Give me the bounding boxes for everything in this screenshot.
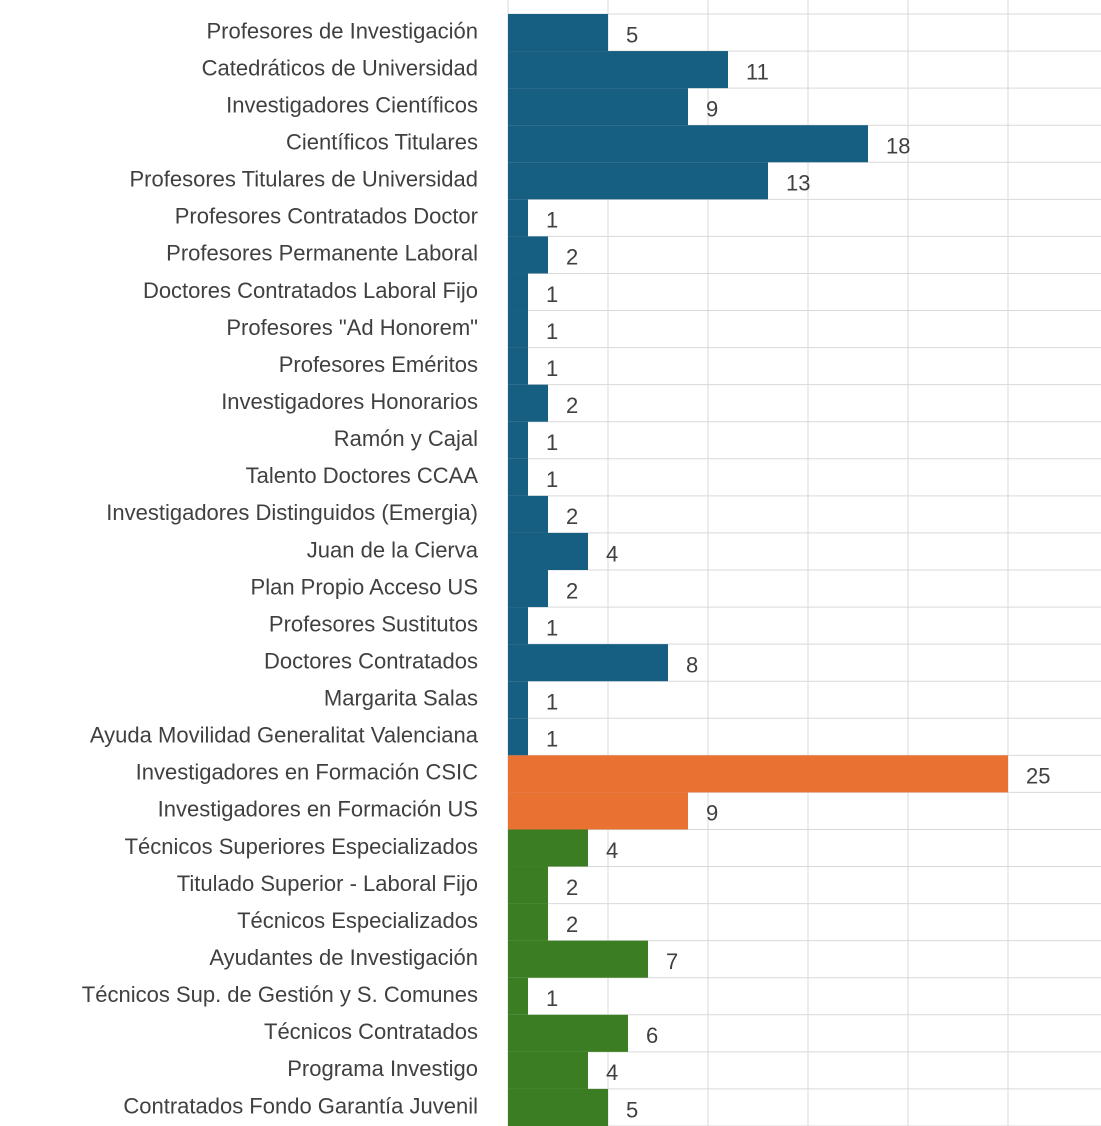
y-tick-label: Técnicos Sup. de Gestión y S. Comunes [82, 982, 478, 1007]
value-label: 1 [546, 356, 558, 381]
bar [508, 755, 1008, 793]
value-label: 1 [546, 430, 558, 455]
y-tick-label: Profesores Sustitutos [269, 611, 478, 636]
value-label: 1 [546, 615, 558, 640]
bar [508, 1088, 608, 1126]
value-label: 2 [566, 912, 578, 937]
value-label: 2 [566, 875, 578, 900]
bar [508, 1051, 588, 1089]
y-tick-label: Profesores Contratados Doctor [175, 204, 478, 229]
value-label: 18 [886, 134, 910, 159]
bar [508, 14, 608, 52]
bar [508, 718, 528, 756]
value-label: 5 [626, 22, 638, 47]
bar [508, 940, 648, 978]
value-label: 2 [566, 504, 578, 529]
y-tick-label: Ramón y Cajal [334, 426, 478, 451]
bar [508, 421, 528, 459]
bar [508, 273, 528, 311]
value-label: 8 [686, 652, 698, 677]
y-tick-label: Investigadores en Formación US [158, 797, 478, 822]
bar [508, 532, 588, 570]
bar [508, 570, 548, 608]
y-tick-label: Profesores Permanente Laboral [166, 241, 478, 266]
value-label: 1 [546, 986, 558, 1011]
y-tick-label: Investigadores en Formación CSIC [136, 760, 478, 785]
value-label: 4 [606, 838, 618, 863]
y-tick-label: Margarita Salas [324, 686, 478, 711]
y-tick-label: Científicos Titulares [286, 130, 478, 155]
y-tick-label: Técnicos Especializados [237, 908, 478, 933]
bar [508, 1014, 628, 1052]
value-label: 5 [626, 1097, 638, 1122]
bar [508, 88, 688, 126]
bar [508, 162, 768, 200]
value-label: 1 [546, 208, 558, 233]
value-label: 7 [666, 949, 678, 974]
bar [508, 792, 688, 830]
bar [508, 310, 528, 348]
value-label: 6 [646, 1023, 658, 1048]
value-label: 11 [746, 59, 769, 84]
value-label: 9 [706, 801, 718, 826]
bar [508, 236, 548, 274]
y-tick-label: Investigadores Honorarios [221, 389, 478, 414]
y-tick-label: Ayudantes de Investigación [209, 945, 478, 970]
bar [508, 347, 528, 385]
value-label: 2 [566, 245, 578, 270]
y-tick-label: Juan de la Cierva [307, 537, 479, 562]
value-label: 1 [546, 319, 558, 344]
y-tick-label: Doctores Contratados Laboral Fijo [143, 278, 478, 303]
y-tick-label: Investigadores Científicos [226, 92, 478, 117]
bar [508, 51, 728, 89]
bar [508, 199, 528, 237]
y-tick-label: Técnicos Superiores Especializados [125, 834, 478, 859]
y-tick-label: Programa Investigo [287, 1056, 478, 1081]
bar [508, 607, 528, 645]
y-tick-label: Catedráticos de Universidad [202, 55, 478, 80]
bar [508, 125, 868, 163]
y-tick-label: Plan Propio Acceso US [251, 574, 478, 599]
y-tick-label: Investigadores Distinguidos (Emergia) [106, 500, 478, 525]
value-label: 1 [546, 727, 558, 752]
y-tick-label: Ayuda Movilidad Generalitat Valenciana [90, 723, 479, 748]
y-tick-label: Profesores "Ad Honorem" [226, 315, 478, 340]
value-label: 25 [1026, 764, 1050, 789]
value-label: 4 [606, 1060, 618, 1085]
bar [508, 866, 548, 904]
bar [508, 829, 588, 867]
value-label: 13 [786, 171, 810, 196]
y-tick-label: Profesores Eméritos [279, 352, 478, 377]
value-label: 1 [546, 690, 558, 715]
y-tick-label: Contratados Fondo Garantía Juvenil [123, 1093, 478, 1118]
y-tick-label: Talento Doctores CCAA [246, 463, 479, 488]
value-label: 1 [546, 467, 558, 492]
bar [508, 384, 548, 422]
bar [508, 681, 528, 719]
bar [508, 495, 548, 533]
y-tick-label: Doctores Contratados [264, 648, 478, 673]
bar [508, 977, 528, 1015]
bar [508, 903, 548, 941]
value-label: 4 [606, 541, 618, 566]
value-label: 1 [546, 282, 558, 307]
value-label: 2 [566, 578, 578, 603]
bar [508, 458, 528, 496]
y-tick-label: Profesores de Investigación [207, 18, 479, 43]
bar [508, 644, 668, 682]
y-tick-label: Profesores Titulares de Universidad [130, 167, 479, 192]
y-tick-label: Técnicos Contratados [264, 1019, 478, 1044]
y-tick-label: Titulado Superior - Laboral Fijo [177, 871, 478, 896]
value-label: 2 [566, 393, 578, 418]
value-label: 9 [706, 96, 718, 121]
